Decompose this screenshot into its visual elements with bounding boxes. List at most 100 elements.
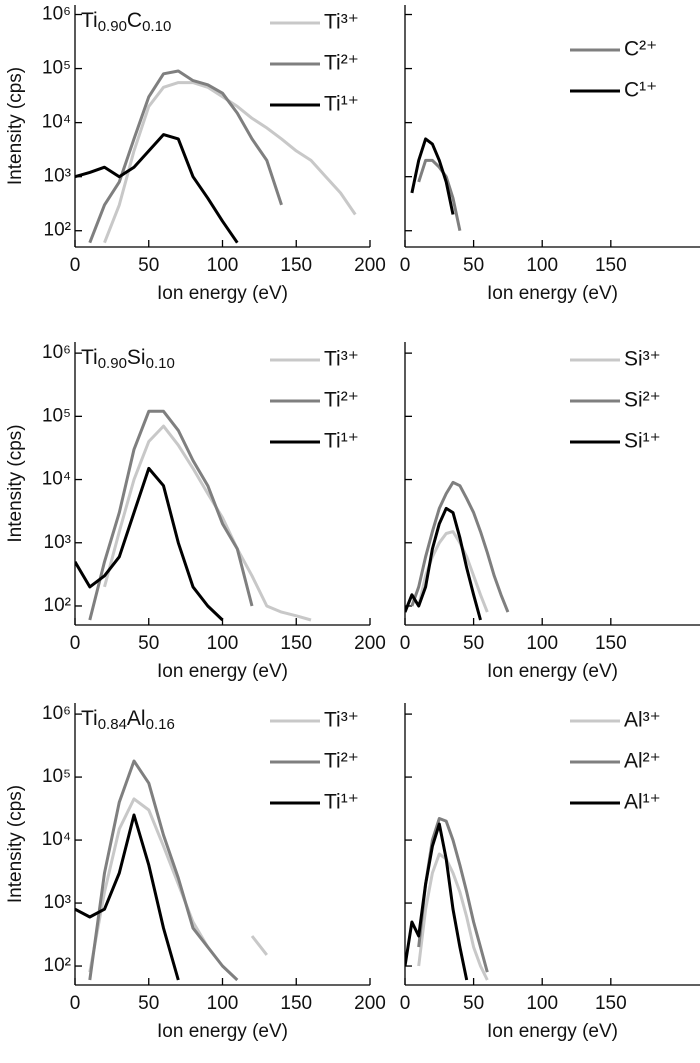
- y-tick-label: 10²: [44, 595, 71, 616]
- y-tick-label: 10⁶: [42, 4, 71, 25]
- y-tick-label: 10⁵: [42, 58, 71, 79]
- series-line: [405, 506, 482, 621]
- title-part: Ti: [81, 9, 98, 32]
- y-tick-label: 10⁵: [42, 766, 71, 787]
- y-tick-label: 10²: [44, 955, 71, 976]
- x-tick-label: 100: [207, 255, 239, 276]
- title-part: Si: [127, 346, 146, 369]
- x-tick-label: 200: [354, 633, 386, 654]
- x-tick-label: 200: [354, 255, 386, 276]
- x-tick-label: 0: [400, 993, 411, 1014]
- legend-label: Ti¹⁺: [324, 791, 359, 814]
- y-axis-label: Intensity (cps): [5, 67, 26, 185]
- title-part: 0.10: [146, 355, 175, 372]
- x-tick-label: 50: [138, 633, 159, 654]
- series-line: [88, 759, 239, 982]
- y-tick-label: 10⁶: [42, 703, 71, 724]
- title-part: Al: [127, 707, 146, 730]
- series-line: [103, 424, 312, 622]
- x-tick-label: 150: [280, 993, 312, 1014]
- series-line: [88, 409, 254, 621]
- legend-label: Al¹⁺: [624, 791, 661, 814]
- title-part: C: [127, 9, 142, 32]
- y-tick-label: 10⁵: [42, 405, 71, 426]
- x-tick-label: 0: [400, 255, 411, 276]
- y-axis-label: Intensity (cps): [5, 424, 26, 542]
- legend-label: Al²⁺: [624, 750, 661, 773]
- legend-label: C²⁺: [624, 38, 657, 61]
- series-line: [75, 466, 224, 622]
- series-line: [410, 137, 455, 215]
- title-part: Ti: [81, 707, 98, 730]
- series-line: [405, 822, 469, 981]
- y-tick-label: 10³: [44, 166, 71, 187]
- x-axis-label: Ion energy (eV): [487, 283, 618, 304]
- x-tick-label: 100: [526, 633, 558, 654]
- panel: 10² 10³ 10⁴ 10⁵ 10⁶ 0 50 100 150 200 Ion energy (e…: [5, 703, 386, 1042]
- panel: 10² 10³ 10⁴ 10⁵ 10⁶ 0 50 100 150 200 Ion energy (e…: [5, 4, 386, 304]
- x-axis-label: Ion energy (eV): [487, 1021, 618, 1042]
- panel-title: Ti0.90Si0.10: [81, 346, 175, 372]
- series-line: [75, 813, 180, 981]
- y-tick-label: 10⁴: [42, 829, 71, 850]
- y-tick-label: 10⁴: [42, 469, 71, 490]
- x-tick-label: 150: [280, 255, 312, 276]
- legend-label: Ti²⁺: [324, 750, 359, 773]
- panel: 10² 10³ 10⁴ 10⁵ 10⁶ 0 50 100 150 200 Ion energy (e…: [5, 342, 386, 682]
- x-tick-label: 150: [595, 993, 627, 1014]
- x-tick-label: 100: [526, 255, 558, 276]
- series-line: [417, 158, 462, 232]
- x-tick-label: 150: [280, 633, 312, 654]
- legend-label: Al³⁺: [624, 709, 661, 732]
- title-part: 0.90: [98, 18, 127, 35]
- legend-label: Ti³⁺: [324, 348, 359, 371]
- x-axis-label: Ion energy (eV): [157, 661, 288, 682]
- panel: 0 50 100 150 Ion energy (eV) Si³⁺ Si²⁺ Si¹⁺: [400, 342, 700, 682]
- series-line: [88, 797, 268, 973]
- series-line: [103, 81, 357, 244]
- x-tick-label: 50: [463, 633, 484, 654]
- legend-label: Ti²⁺: [324, 389, 359, 412]
- x-tick-label: 150: [595, 633, 627, 654]
- series-line: [417, 852, 489, 981]
- x-tick-label: 100: [207, 633, 239, 654]
- y-tick-label: 10³: [44, 892, 71, 913]
- panel: 0 50 100 150 Ion energy (eV) C²⁺ C¹⁺: [400, 5, 700, 304]
- legend-label: Ti¹⁺: [324, 430, 359, 453]
- legend-label: Ti²⁺: [324, 52, 359, 75]
- title-part: 0.10: [142, 18, 171, 35]
- legend-label: Ti¹⁺: [324, 93, 359, 116]
- legend-label: Ti³⁺: [324, 11, 359, 34]
- title-part: 0.90: [98, 355, 127, 372]
- x-tick-label: 0: [70, 633, 81, 654]
- panel: 0 50 100 150 Ion energy (eV) Al³⁺ Al²⁺ Al¹⁺: [400, 703, 700, 1042]
- x-tick-label: 50: [138, 993, 159, 1014]
- panel-title: Ti0.84Al0.16: [81, 707, 175, 733]
- x-tick-label: 100: [207, 993, 239, 1014]
- x-tick-label: 100: [526, 993, 558, 1014]
- y-tick-label: 10⁴: [42, 112, 71, 133]
- x-axis-label: Ion energy (eV): [487, 661, 618, 682]
- title-part: Ti: [81, 346, 98, 369]
- legend-label: C¹⁺: [624, 79, 657, 102]
- title-part: 0.16: [146, 716, 175, 733]
- x-tick-label: 0: [70, 993, 81, 1014]
- x-tick-label: 0: [400, 633, 411, 654]
- x-tick-label: 50: [463, 255, 484, 276]
- title-part: 0.84: [98, 716, 127, 733]
- legend-label: Si¹⁺: [624, 430, 661, 453]
- y-tick-label: 10³: [44, 532, 71, 553]
- y-tick-label: 10⁶: [42, 342, 71, 363]
- x-tick-label: 0: [70, 255, 81, 276]
- x-tick-label: 50: [138, 255, 159, 276]
- y-tick-label: 10²: [44, 220, 71, 241]
- x-axis-label: Ion energy (eV): [157, 1021, 288, 1042]
- legend-label: Si³⁺: [624, 348, 661, 371]
- x-tick-label: 200: [354, 993, 386, 1014]
- legend-label: Ti³⁺: [324, 709, 359, 732]
- panel-title: Ti0.90C0.10: [81, 9, 171, 35]
- legend-label: Si²⁺: [624, 389, 661, 412]
- series-line: [75, 133, 239, 244]
- series-line: [410, 480, 510, 613]
